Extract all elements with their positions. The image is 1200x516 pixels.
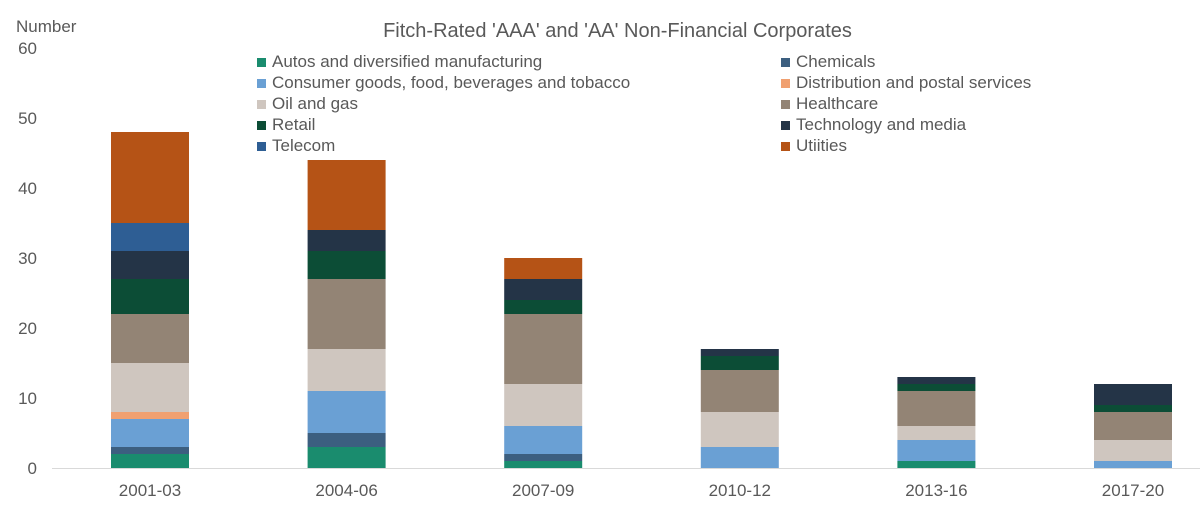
y-tick-label: 60 xyxy=(18,39,37,58)
bar-segment xyxy=(307,230,386,251)
legend-item: Chemicals xyxy=(781,52,875,72)
bar-segment xyxy=(504,258,583,279)
bar-segment xyxy=(111,223,189,251)
bar-segment xyxy=(307,279,386,349)
bar-segment xyxy=(700,447,779,468)
bar-segment xyxy=(700,349,779,356)
legend-item: Utiities xyxy=(781,136,847,156)
x-tick-label: 2013-16 xyxy=(905,481,967,500)
bar-segment xyxy=(111,279,189,314)
bar-segment xyxy=(504,300,583,314)
legend-label: Chemicals xyxy=(796,52,876,71)
bar-segment xyxy=(897,384,976,391)
y-tick-label: 50 xyxy=(18,109,37,128)
bar-segment xyxy=(111,314,189,363)
bar-segment xyxy=(1094,461,1172,468)
y-axis-label: Number xyxy=(16,17,77,36)
legend-swatch xyxy=(257,57,266,67)
legend-swatch xyxy=(781,78,790,88)
bar-segment xyxy=(111,419,189,447)
bar-segment xyxy=(897,461,976,468)
y-tick-label: 20 xyxy=(18,319,37,338)
chart-title: Fitch-Rated 'AAA' and 'AA' Non-Financial… xyxy=(383,20,852,42)
legend-label: Healthcare xyxy=(796,94,879,113)
bar-segment xyxy=(111,412,189,419)
x-tick-label: 2017-20 xyxy=(1102,481,1164,500)
bar-segment xyxy=(504,314,583,384)
bar-segment xyxy=(897,440,976,461)
legend-label: Oil and gas xyxy=(272,94,358,113)
bar-segment xyxy=(897,377,976,384)
legend-swatch xyxy=(781,141,790,151)
y-tick-label: 0 xyxy=(28,459,37,478)
legend-label: Utiities xyxy=(796,136,848,155)
bar-segment xyxy=(111,363,189,412)
bar-segment xyxy=(1094,384,1172,405)
legend-label: Autos and diversified manufacturing xyxy=(272,52,543,71)
y-tick-label: 30 xyxy=(18,249,37,268)
x-tick-label: 2004-06 xyxy=(315,481,377,500)
bar-segment xyxy=(307,349,386,391)
bar-segment xyxy=(504,454,583,461)
legend-item: Oil and gas xyxy=(257,94,358,114)
bar-segment xyxy=(111,454,189,468)
legend-item: Telecom xyxy=(257,136,335,156)
bar-segment xyxy=(307,433,386,447)
legend-swatch xyxy=(257,78,266,88)
legend-item: Retail xyxy=(257,115,315,135)
bar-segment xyxy=(700,370,779,412)
legend-swatch xyxy=(257,120,266,130)
bar-segment xyxy=(1094,412,1172,440)
bar-segment xyxy=(504,279,583,300)
y-tick-label: 10 xyxy=(18,389,37,408)
legend-label: Distribution and postal services xyxy=(796,73,1032,92)
bar-segment xyxy=(307,447,386,468)
legend-label: Telecom xyxy=(272,136,336,155)
bar-segment xyxy=(1094,405,1172,412)
bar-segment xyxy=(504,426,583,454)
y-tick-label: 40 xyxy=(18,179,37,198)
legend-swatch xyxy=(781,57,790,67)
legend-label: Retail xyxy=(272,115,316,134)
bar-segment xyxy=(307,251,386,279)
legend-label: Consumer goods, food, beverages and toba… xyxy=(272,73,631,92)
legend-item: Consumer goods, food, beverages and toba… xyxy=(257,73,630,93)
legend-item: Technology and media xyxy=(781,115,966,135)
legend-swatch xyxy=(781,99,790,109)
legend-item: Distribution and postal services xyxy=(781,73,1031,93)
bar-segment xyxy=(111,447,189,454)
bar-segment xyxy=(307,160,386,230)
bar-segment xyxy=(700,412,779,447)
legend-item: Healthcare xyxy=(781,94,878,114)
bar-segment xyxy=(504,461,583,468)
bar-segment xyxy=(897,391,976,426)
bar-segment xyxy=(1094,440,1172,461)
bar-segment xyxy=(897,426,976,440)
bar-segment xyxy=(504,384,583,426)
legend-label: Technology and media xyxy=(796,115,967,134)
bar-segment xyxy=(111,251,189,279)
bar-segment xyxy=(111,132,189,223)
legend-item: Autos and diversified manufacturing xyxy=(257,52,542,72)
bar-segment xyxy=(307,391,386,433)
x-tick-label: 2010-12 xyxy=(709,481,771,500)
legend-swatch xyxy=(781,120,790,130)
bar-segment xyxy=(700,356,779,370)
legend-swatch xyxy=(257,99,266,109)
x-tick-label: 2007-09 xyxy=(512,481,574,500)
x-tick-label: 2001-03 xyxy=(119,481,181,500)
legend-swatch xyxy=(257,141,266,151)
